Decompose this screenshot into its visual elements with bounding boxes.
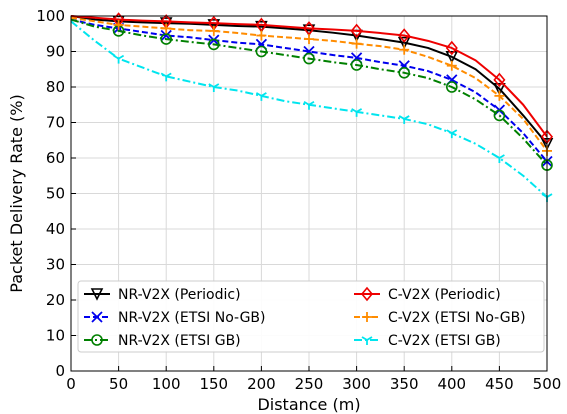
x-marker	[91, 311, 103, 323]
legend-item: NR-V2X (Periodic)	[84, 287, 241, 303]
circle-marker	[208, 38, 220, 51]
circle-marker	[350, 59, 363, 71]
tri-marker	[351, 108, 363, 117]
legend-label: NR-V2X (ETSI GB)	[118, 333, 241, 349]
y-tick-label: 30	[46, 256, 65, 274]
tri-marker	[303, 100, 315, 110]
tri-marker	[398, 115, 410, 124]
plus-marker	[399, 44, 410, 55]
x-tick-label: 300	[342, 375, 371, 393]
diamond-marker	[360, 286, 374, 302]
series-2	[70, 18, 553, 171]
circle-marker	[303, 52, 315, 65]
x-tick-label: 150	[199, 375, 228, 393]
circle-marker	[445, 81, 458, 93]
plus-marker	[161, 23, 172, 34]
legend-item: NR-V2X (ETSI No-GB)	[84, 310, 266, 326]
series-line	[70, 15, 548, 145]
y-tick-label: 50	[46, 185, 65, 203]
triangle-marker	[493, 82, 506, 96]
legend-label: NR-V2X (ETSI No-GB)	[118, 310, 266, 326]
plus-marker	[113, 19, 124, 30]
circle-marker	[255, 45, 268, 58]
circle-marker	[398, 67, 411, 79]
y-tick-label: 70	[46, 114, 65, 132]
legend-item: C-V2X (ETSI No-GB)	[354, 310, 526, 326]
series-5	[70, 20, 553, 203]
y-tick-label: 20	[46, 291, 65, 309]
x-tick-label: 450	[485, 375, 514, 393]
y-axis-title: Packet Delivery Rate (%)	[7, 94, 26, 292]
triangle-marker	[397, 36, 411, 50]
y-tick-label: 0	[55, 362, 65, 380]
x-tick-label: 500	[533, 375, 562, 393]
y-tick-label: 80	[46, 78, 65, 96]
circle-marker	[91, 334, 103, 346]
y-tick-label: 100	[36, 7, 65, 25]
axis-ticks: 0 50 100 150 200 250 300 350 400 450 500 0 10 20 30 40 5…	[36, 7, 561, 393]
x-axis-title: Distance (m)	[257, 395, 360, 414]
tri-marker	[446, 129, 458, 139]
x-tick-label: 400	[437, 375, 466, 393]
diamond-marker	[493, 72, 506, 88]
plus-marker	[351, 38, 362, 49]
circle-marker	[160, 33, 172, 45]
plus-marker	[362, 312, 372, 322]
x-tick-label: 200	[247, 375, 276, 393]
series-1	[70, 18, 553, 168]
diamond-marker	[350, 23, 363, 39]
tri-marker	[160, 72, 172, 82]
y-tick-label: 10	[46, 327, 65, 345]
plus-marker	[446, 60, 457, 71]
series-layer	[70, 12, 554, 203]
y-tick-label: 90	[46, 43, 65, 61]
legend-item: C-V2X (Periodic)	[354, 286, 501, 303]
tri-marker	[493, 154, 505, 163]
series-line	[70, 18, 548, 166]
plus-marker	[494, 90, 505, 101]
diamond-marker	[398, 28, 411, 43]
legend-item: C-V2X (ETSI GB)	[354, 333, 501, 349]
plus-marker	[304, 34, 314, 45]
legend-label: C-V2X (ETSI No-GB)	[388, 310, 526, 326]
tri-marker	[208, 83, 220, 92]
circle-marker	[493, 109, 506, 122]
x-tick-label: 0	[66, 375, 76, 393]
triangle-marker	[90, 288, 104, 301]
plus-marker	[208, 25, 219, 36]
x-tick-label: 100	[152, 375, 181, 393]
legend-label: NR-V2X (Periodic)	[118, 287, 241, 303]
tri-marker	[361, 336, 373, 345]
legend-label: C-V2X (ETSI GB)	[388, 333, 501, 349]
y-tick-label: 60	[46, 149, 65, 167]
series-line	[70, 15, 548, 138]
x-tick-label: 350	[390, 375, 419, 393]
legend-box	[77, 280, 545, 353]
y-tick-label: 40	[46, 220, 65, 238]
tri-marker	[255, 92, 267, 101]
x-tick-label: 50	[109, 375, 128, 393]
legend: NR-V2X (Periodic) NR-V2X (ETSI No-GB) NR-V…	[77, 280, 545, 353]
tri-marker	[113, 54, 125, 64]
legend-label: C-V2X (Periodic)	[388, 287, 501, 303]
diamond-marker	[445, 40, 458, 56]
x-tick-label: 250	[295, 375, 324, 393]
plus-marker	[256, 30, 267, 41]
series-3	[70, 12, 554, 144]
legend-item: NR-V2X (ETSI GB)	[84, 333, 241, 349]
triangle-marker	[445, 51, 459, 64]
